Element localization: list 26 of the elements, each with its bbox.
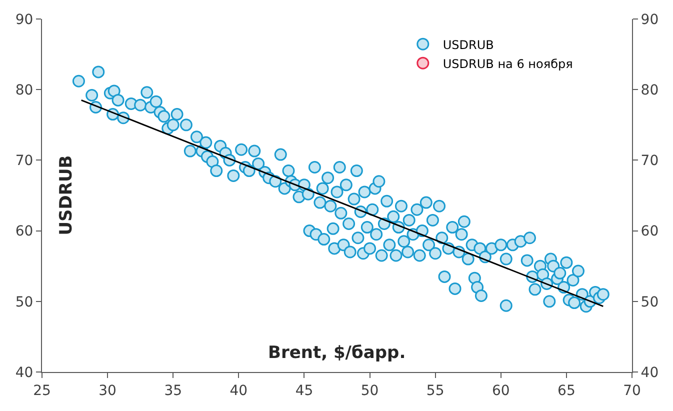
legend-label: USDRUB: [442, 38, 494, 52]
y2-tick-label: 70: [640, 153, 659, 170]
x-tick-label: 30: [98, 382, 116, 399]
y2-tick-label: 40: [640, 364, 659, 381]
y-axis-title: USDRUB: [56, 155, 76, 236]
y2-tick-label: 90: [640, 12, 659, 28]
y-tick-label: 80: [15, 82, 34, 98]
y-tick-label: 90: [15, 12, 34, 28]
x-tick-label: 40: [230, 382, 248, 399]
legend-label: USDRUB на 6 ноября: [442, 56, 573, 71]
x-tick-label: 25: [33, 382, 51, 399]
y2-tick-label: 80: [640, 82, 659, 98]
y2-tick-label: 50: [640, 294, 659, 310]
y-tick-label: 60: [15, 224, 34, 240]
x-tick-label: 35: [164, 382, 182, 399]
x-tick-label: 50: [360, 382, 379, 399]
x-axis-title: Brent, $/барр.: [268, 343, 406, 363]
y-tick-label: 70: [15, 153, 34, 170]
y2-tick-label: 60: [640, 224, 659, 240]
x-tick-label: 65: [558, 382, 576, 399]
x-tick-label: 70: [623, 382, 641, 399]
x-tick-label: 60: [492, 382, 510, 399]
y-tick-label: 50: [15, 294, 34, 310]
x-tick-label: 45: [295, 382, 314, 399]
x-tick-label: 55: [426, 382, 444, 399]
y-tick-label: 40: [15, 364, 34, 381]
